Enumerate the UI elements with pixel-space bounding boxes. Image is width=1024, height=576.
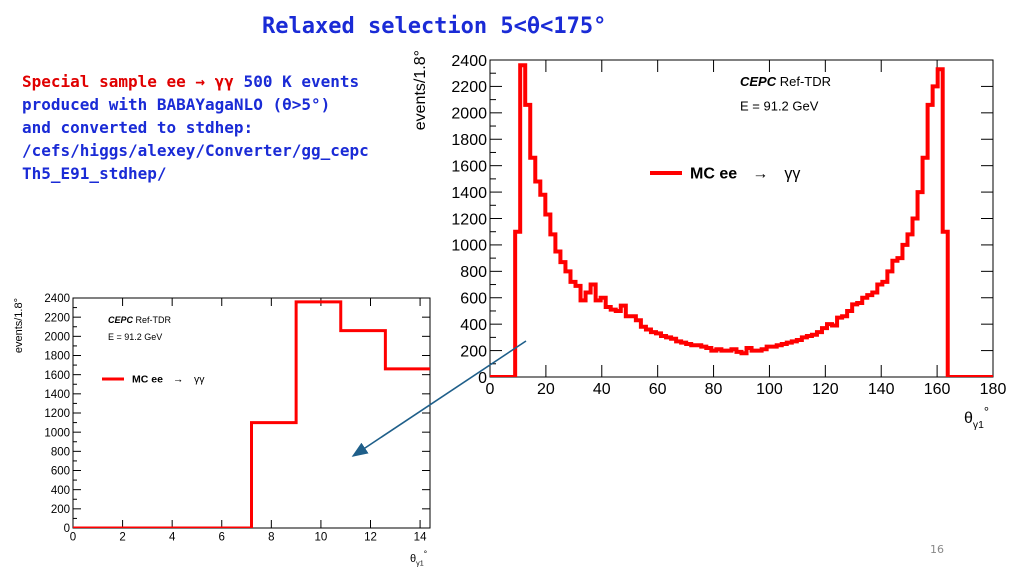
histogram-series [490,63,993,377]
slide-title: Relaxed selection 5<θ<175° [262,14,607,39]
y-tick-label: 2400 [44,293,70,305]
legend-arrow: → [752,166,768,183]
y-tick-label: 1400 [451,185,487,202]
annotation-cepc: CEPC Ref-TDR [108,315,172,325]
y-tick-label: 1000 [44,427,70,439]
annotation-energy: E = 91.2 GeV [108,332,162,342]
y-tick-label: 400 [51,485,70,497]
x-tick-label: 120 [812,381,839,398]
zoom-arrow [351,340,527,457]
legend-label: MC ee [132,374,163,386]
x-tick-label: 0 [70,532,76,544]
x-tick-label: 80 [705,381,723,398]
legend-gg: γγ [194,374,205,386]
desc-converted: and converted to stdhep: [22,118,254,137]
legend-arrow: → [173,374,184,386]
x-tick-label: 40 [593,381,611,398]
y-tick-label: 2200 [44,312,70,324]
y-tick-label: 400 [460,317,487,334]
y-axis-label: events/1.8° [13,298,25,353]
x-tick-label: 0 [486,381,495,398]
x-tick-label: 20 [537,381,555,398]
y-tick-label: 800 [460,264,487,281]
legend-gg: γγ [784,166,800,183]
desc-path-1: /cefs/higgs/alexey/Converter/gg_cepc [22,141,369,160]
slide-number: 16 [930,543,944,556]
y-tick-label: 1800 [44,351,70,363]
y-tick-label: 2200 [451,79,487,96]
y-tick-label: 1600 [451,158,487,175]
y-tick-label: 1000 [451,238,487,255]
main-histogram: 0200400600800100012001400160018002000220… [412,50,1006,431]
x-tick-label: 12 [364,532,377,544]
y-tick-label: 0 [64,523,70,535]
x-tick-label: 160 [924,381,951,398]
y-tick-label: 600 [460,291,487,308]
y-tick-label: 1200 [44,408,70,420]
sample-description: Special sample ee → γγ 500 K events prod… [22,70,402,185]
x-tick-label: 100 [756,381,783,398]
legend-label: MC ee [690,166,737,183]
x-axis-label: θγ1° [410,549,427,567]
desc-process: Special sample ee → γγ [22,72,234,91]
x-tick-label: 2 [119,532,125,544]
x-tick-label: 10 [315,532,328,544]
y-tick-label: 1400 [44,389,70,401]
x-tick-label: 8 [268,532,274,544]
annotation-cepc: CEPC Ref-TDR [740,74,831,89]
y-tick-label: 2400 [451,53,487,70]
y-tick-label: 2000 [44,331,70,343]
y-axis-label: events/1.8° [412,50,429,130]
y-tick-label: 2000 [451,106,487,123]
desc-events: 500 K events [233,72,360,91]
desc-path-2: Th5_E91_stdhep/ [22,164,167,183]
desc-generator: produced with BABAYagaNLO (θ>5°) [22,95,331,114]
y-tick-label: 0 [478,370,487,387]
histogram-series [73,300,430,528]
y-tick-label: 1200 [451,211,487,228]
x-tick-label: 6 [219,532,225,544]
y-tick-label: 200 [51,504,70,516]
x-tick-label: 14 [414,532,427,544]
x-tick-label: 4 [169,532,176,544]
annotation-energy: E = 91.2 GeV [740,99,819,114]
zoom-histogram: 0 200 400 600 800 1000 1200 1400 1600 1800 2000 220… [13,293,431,567]
x-axis-label: θγ1° [964,404,989,431]
y-tick-label: 1800 [451,132,487,149]
x-tick-label: 180 [980,381,1007,398]
y-tick-label: 1600 [44,370,70,382]
x-tick-label: 140 [868,381,895,398]
y-tick-label: 600 [51,466,70,478]
y-tick-label: 200 [460,343,487,360]
x-tick-label: 60 [649,381,667,398]
y-tick-label: 800 [51,446,70,458]
